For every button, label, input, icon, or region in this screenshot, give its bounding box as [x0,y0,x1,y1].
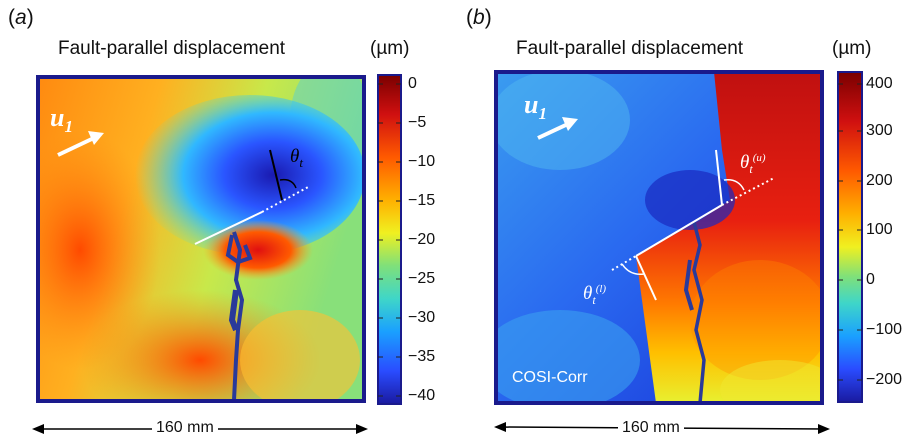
panel-a-tick-8: −40 [408,387,436,404]
panel-b-watermark: COSI-Corr [512,369,588,386]
panel-a-tick-6: −30 [408,309,436,326]
panel-b-frame [494,70,824,405]
panel-a-tick-4: −20 [408,231,436,248]
panel-a-tick-2: −10 [408,153,436,170]
panel-b-unit: (µm) [832,38,872,59]
panel-a-unit: (µm) [370,38,410,59]
panel-b-tick-2: 200 [866,172,893,189]
panel-b-angle-upper-label: θt(u) [740,152,766,176]
panel-a-frame [36,75,366,403]
panel-b-label: (b) [466,6,492,29]
panel-a-vector-arrow [57,131,104,157]
panel-b-scale-label: 160 mm [618,419,684,437]
panel-b-tick-3: 100 [866,221,893,238]
panel-a-angle-label: θt [290,146,303,170]
panel-b-map [496,72,822,403]
panel-a-tick-1: −5 [408,114,427,131]
panel-b-colorbar-ticks [838,83,862,381]
panel-b-tick-4: 0 [866,271,875,288]
panel-a-tick-5: −25 [408,270,436,287]
panel-b-tick-0: 400 [866,75,893,92]
panel-a-map [38,77,364,401]
panel-b-tick-6: −200 [866,371,903,388]
panel-a-scale-label: 160 mm [152,419,218,437]
panel-a-colorbar-ticks [378,83,401,397]
panel-a-label: (a) [8,6,34,29]
panel-a-tick-3: −15 [408,192,436,209]
panel-b-angle-lower-label: θt(l) [583,283,606,307]
panel-b-tick-5: −100 [866,321,903,338]
panel-a-tick-7: −35 [408,348,436,365]
panel-a-title: Fault-parallel displacement [58,38,286,59]
panel-a-tick-0: 0 [408,75,417,92]
panel-a-vector-label: u1 [50,103,73,136]
panel-b-title: Fault-parallel displacement [516,38,744,59]
panel-b-colorbar [837,71,863,403]
panel-b-vector-label: u1 [524,90,547,123]
panel-b-vector-arrow [537,117,578,140]
panel-b-tick-1: 300 [866,122,893,139]
